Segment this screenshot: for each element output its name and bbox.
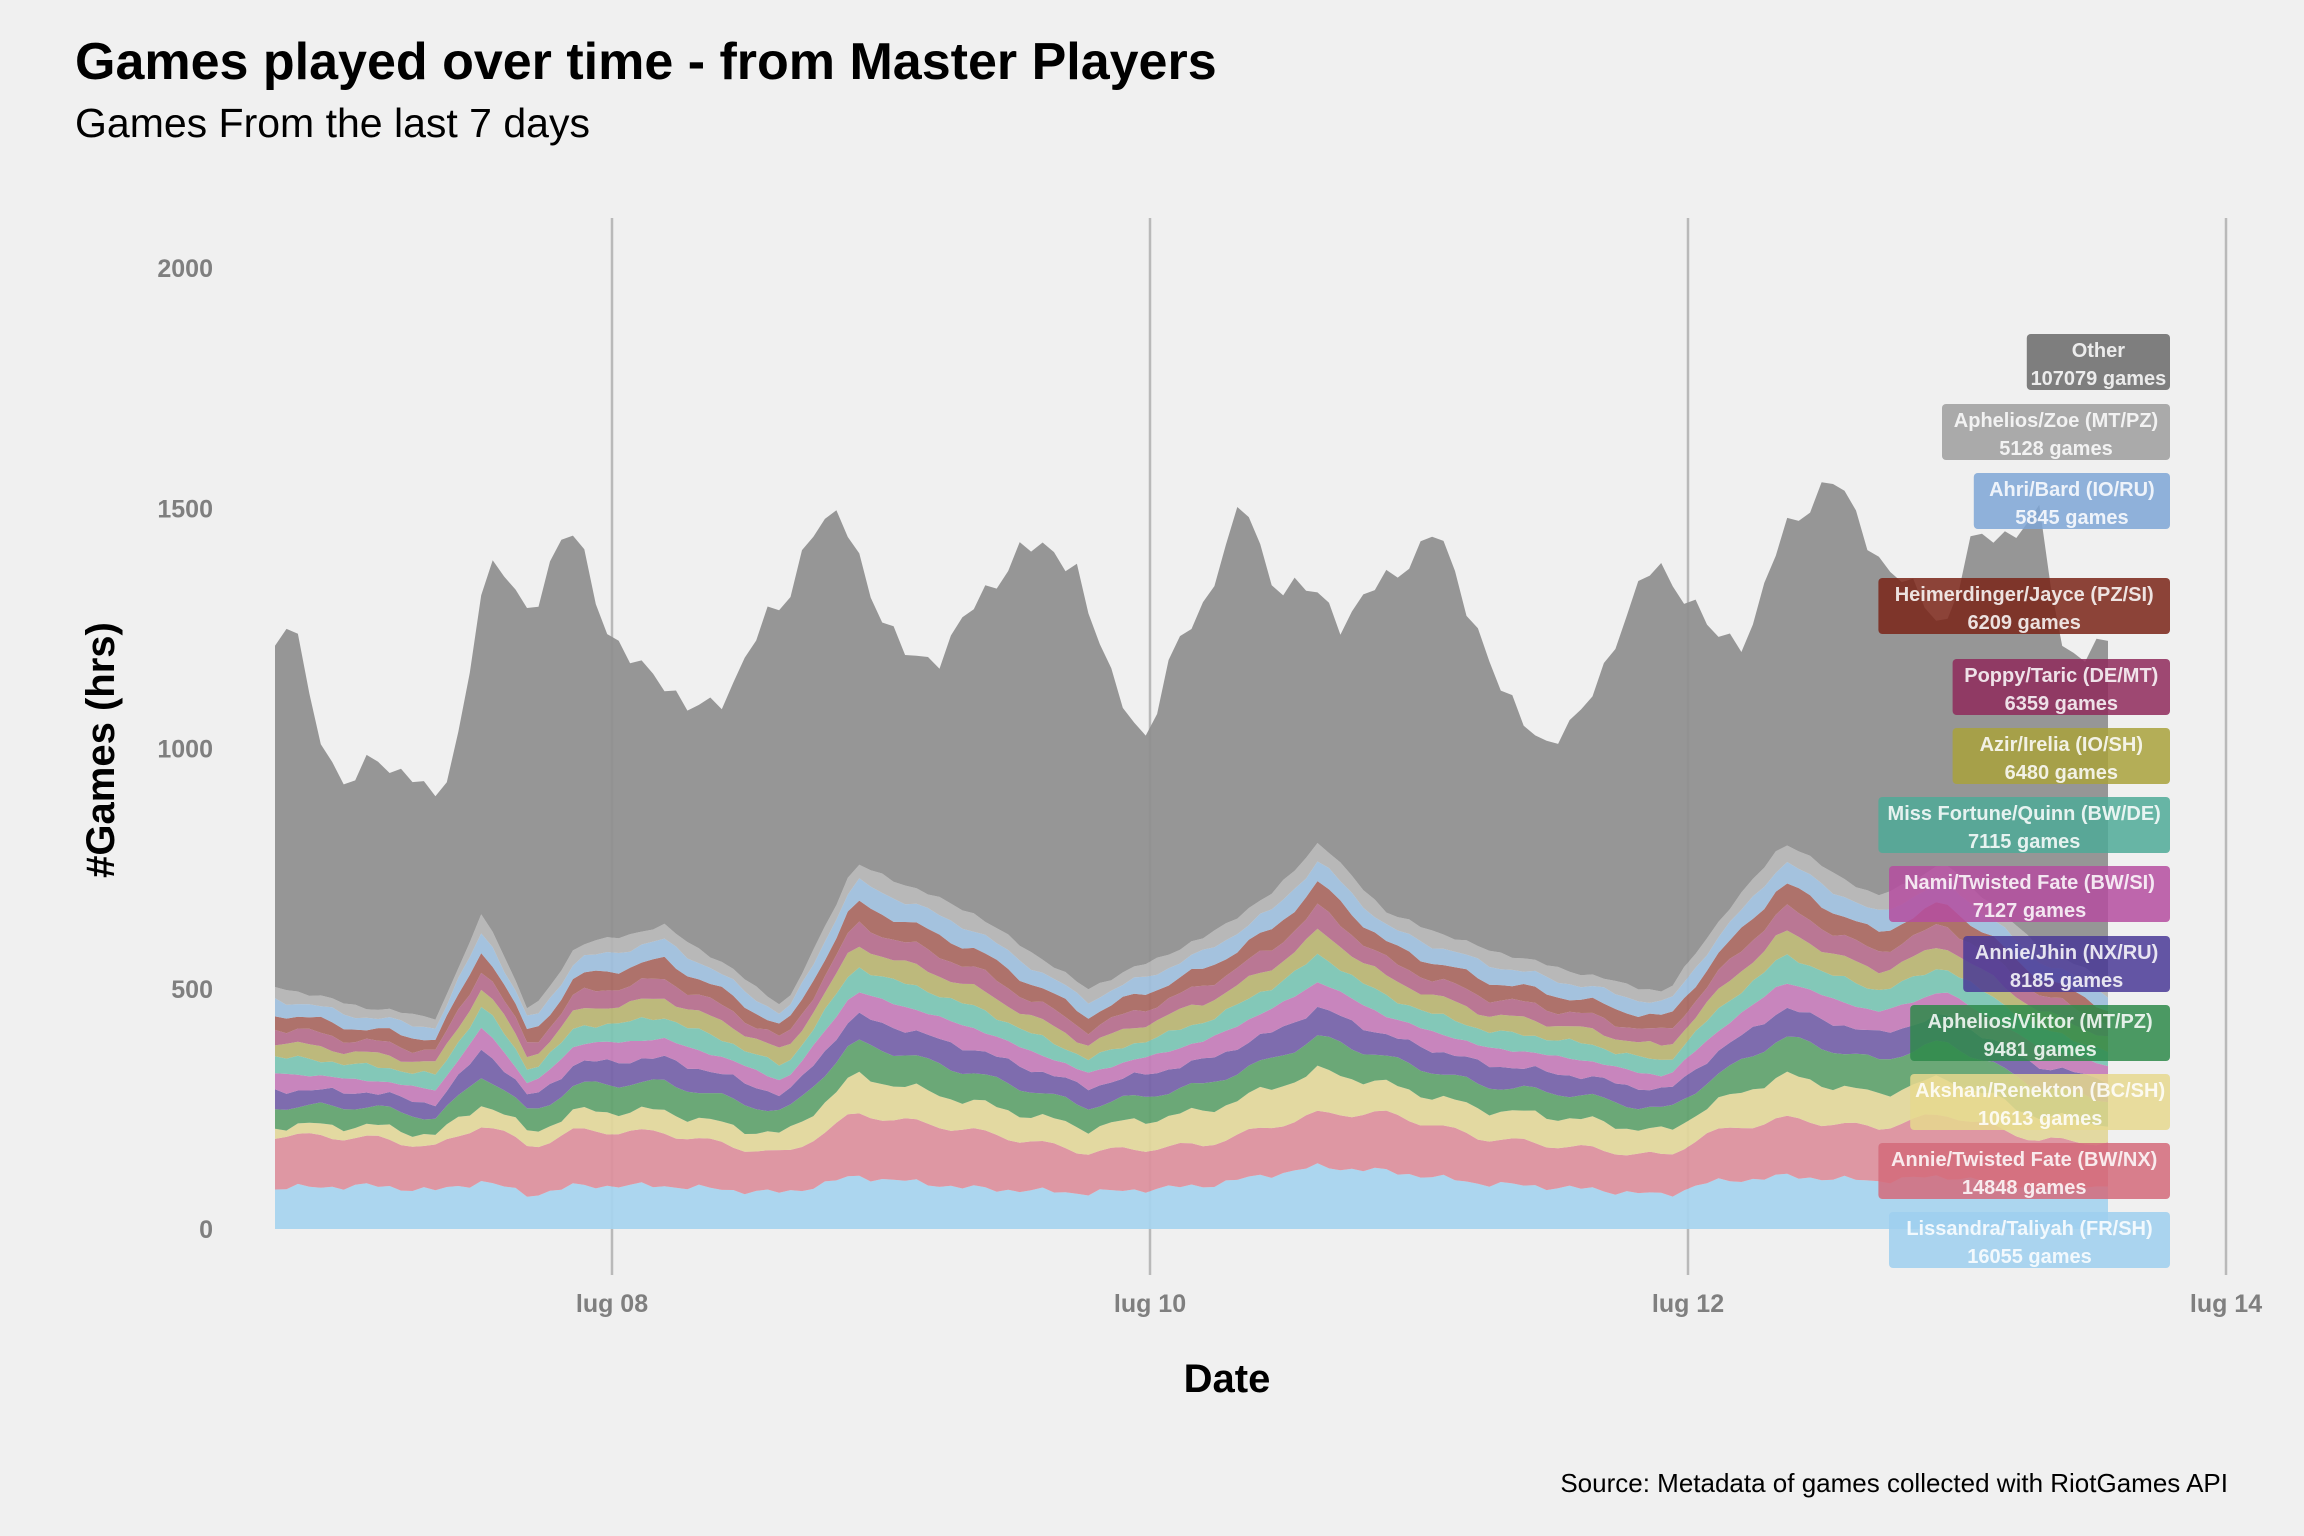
- chart-caption: Source: Metadata of games collected with…: [1560, 1468, 2228, 1498]
- label-box: [2026, 334, 2170, 390]
- label-box: [1952, 728, 2170, 784]
- series-count-label: 6359 games: [2005, 693, 2118, 715]
- label-box: [1973, 473, 2170, 529]
- y-tick-label: 0: [199, 1216, 213, 1244]
- label-box: [1910, 1005, 2170, 1061]
- series-count-label: 16055 games: [1967, 1246, 2092, 1268]
- series-label: Akshan/Renekton (BC/SH): [1915, 1080, 2165, 1102]
- series-label: Azir/Irelia (IO/SH): [1980, 734, 2143, 756]
- area-nami-twisted-fate-bw-si: [275, 982, 2108, 1107]
- label-group: Miss Fortune/Quinn (BW/DE) 7115 games: [1878, 797, 2170, 853]
- label-group: Azir/Irelia (IO/SH) 6480 games: [1952, 728, 2170, 784]
- x-axis-title: Date: [1184, 1357, 1271, 1401]
- chart-title: Games played over time - from Master Pla…: [75, 33, 1217, 91]
- series-count-label: 9481 games: [1983, 1039, 2096, 1061]
- area-miss-fortune-quinn-bw-de: [275, 953, 2108, 1091]
- area-annie-jhin-nx-ru: [275, 1006, 2108, 1120]
- area-aphelios-zoe-mt-pz: [275, 843, 2108, 1029]
- label-box: [1878, 1143, 2170, 1199]
- label-box: [1963, 936, 2170, 992]
- label-group: Ahri/Bard (IO/RU) 5845 games: [1973, 473, 2170, 529]
- label-group: Aphelios/Viktor (MT/PZ) 9481 games: [1910, 1005, 2170, 1061]
- series-count-label: 6480 games: [2005, 762, 2118, 784]
- y-tick-label: 2000: [157, 255, 213, 283]
- series-count-label: 6209 games: [1967, 612, 2080, 634]
- label-group: Akshan/Renekton (BC/SH) 10613 games: [1910, 1074, 2170, 1130]
- series-label: Aphelios/Zoe (MT/PZ): [1954, 410, 2158, 432]
- direct-labels: Lissandra/Taliyah (FR/SH) 16055 games Anni…: [1878, 334, 2170, 1268]
- label-box: [1910, 1074, 2170, 1130]
- series-label: Ahri/Bard (IO/RU): [1989, 479, 2155, 501]
- x-tick-label: lug 12: [1652, 1290, 1724, 1318]
- y-tick-label: 1000: [157, 736, 213, 764]
- label-box: [1889, 866, 2170, 922]
- y-tick-label: 500: [171, 976, 213, 1004]
- label-group: Nami/Twisted Fate (BW/SI) 7127 games: [1889, 866, 2170, 922]
- series-count-label: 10613 games: [1978, 1108, 2103, 1130]
- series-count-label: 7127 games: [1973, 900, 2086, 922]
- y-tick-label: 1500: [157, 495, 213, 523]
- series-label: Annie/Jhin (NX/RU): [1975, 942, 2158, 964]
- x-tick-label: lug 14: [2190, 1290, 2262, 1318]
- series-label: Other: [2072, 340, 2126, 362]
- area-lissandra-taliyah-fr-sh: [275, 1163, 2108, 1229]
- series-areas: [275, 482, 2108, 1229]
- series-label: Heimerdinger/Jayce (PZ/SI): [1895, 584, 2154, 606]
- series-count-label: 107079 games: [2031, 368, 2167, 390]
- chart-subtitle: Games From the last 7 days: [75, 100, 590, 146]
- series-label: Nami/Twisted Fate (BW/SI): [1904, 872, 2155, 894]
- label-group: Heimerdinger/Jayce (PZ/SI) 6209 games: [1878, 578, 2170, 634]
- area-ahri-bard-io-ru: [275, 861, 2108, 1041]
- series-label: Poppy/Taric (DE/MT): [1964, 665, 2158, 687]
- area-annie-twisted-fate-bw-nx: [275, 1110, 2108, 1197]
- area-akshan-renekton-bc-sh: [275, 1065, 2108, 1156]
- series-label: Lissandra/Taliyah (FR/SH): [1906, 1218, 2152, 1240]
- label-box: [1878, 578, 2170, 634]
- x-tick-label: lug 10: [1114, 1290, 1186, 1318]
- y-ticks: 0 500 1000 1500 2000: [157, 255, 213, 1244]
- series-count-label: 7115 games: [1968, 831, 2080, 853]
- x-ticks: lug 08 lug 10 lug 12 lug 14: [576, 1290, 2262, 1318]
- series-label: Aphelios/Viktor (MT/PZ): [1927, 1011, 2152, 1033]
- area-poppy-taric-de-mt: [275, 903, 2108, 1062]
- series-count-label: 14848 games: [1962, 1177, 2087, 1199]
- label-box: [1878, 797, 2170, 853]
- label-group: Lissandra/Taliyah (FR/SH) 16055 games: [1889, 1212, 2170, 1268]
- area-other: [275, 482, 2108, 1020]
- label-box: [1942, 404, 2170, 460]
- label-group: Annie/Twisted Fate (BW/NX) 14848 games: [1878, 1143, 2170, 1199]
- label-box: [1952, 659, 2170, 715]
- area-azir-irelia-io-sh: [275, 928, 2108, 1075]
- label-box: [1889, 1212, 2170, 1268]
- series-label: Miss Fortune/Quinn (BW/DE): [1888, 803, 2161, 825]
- series-count-label: 5845 games: [2015, 507, 2128, 529]
- series-count-label: 8185 games: [2010, 970, 2123, 992]
- label-group: Other 107079 games: [2026, 334, 2170, 390]
- label-group: Annie/Jhin (NX/RU) 8185 games: [1963, 936, 2170, 992]
- area-aphelios-viktor-mt-pz: [275, 1035, 2108, 1137]
- series-label: Annie/Twisted Fate (BW/NX): [1891, 1149, 2157, 1171]
- x-tick-label: lug 08: [576, 1290, 648, 1318]
- series-count-label: 5128 games: [1999, 438, 2112, 460]
- label-group: Poppy/Taric (DE/MT) 6359 games: [1952, 659, 2170, 715]
- area-heimerdinger-jayce-pz-si: [275, 881, 2108, 1053]
- y-axis-title: #Games (hrs): [79, 622, 123, 878]
- label-group: Aphelios/Zoe (MT/PZ) 5128 games: [1942, 404, 2170, 460]
